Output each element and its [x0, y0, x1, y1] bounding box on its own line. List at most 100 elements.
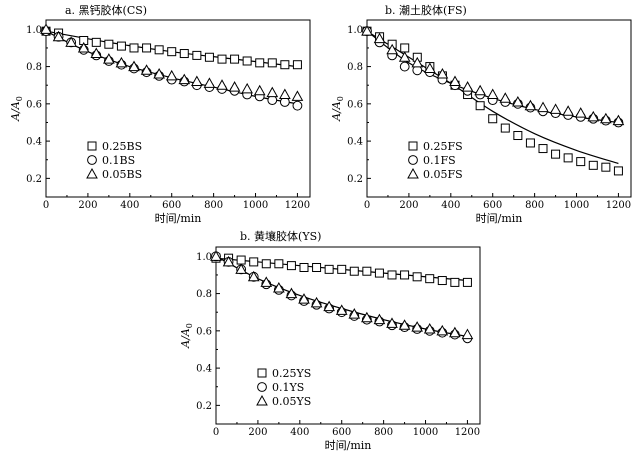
x-tick-label: 600 — [332, 427, 351, 438]
point-0.05FS — [386, 43, 398, 55]
point-0.05BS — [77, 41, 90, 53]
point-0.05YS — [398, 319, 411, 330]
x-tick-label: 600 — [162, 200, 181, 211]
y-tick-label: 0.2 — [196, 401, 212, 412]
x-tick-label: 200 — [78, 200, 97, 211]
point-0.25BS — [179, 49, 189, 59]
point-0.25YS — [462, 277, 472, 287]
point-0.05YS — [285, 287, 298, 299]
point-0.05BS — [153, 68, 165, 79]
point-0.25FS — [500, 123, 510, 133]
point-0.05FS — [411, 56, 424, 68]
point-0.25FS — [400, 43, 410, 53]
point-0.25FS — [588, 160, 598, 170]
legend-label-0.05YS: 0.05YS — [272, 395, 311, 408]
point-0.25FS — [551, 149, 561, 159]
panel-ys: b. 黄壤胶体(YS) 0 200 400 600 800 1000 12000.20.40… — [179, 229, 481, 452]
y-axis-label-main: A/A — [179, 328, 192, 349]
y-tick-label: 0.8 — [26, 62, 42, 73]
x-axis-label: 时间/min — [325, 439, 372, 452]
x-tick-label: 800 — [204, 200, 223, 211]
x-axis-label: 时间/min — [476, 212, 523, 225]
point-0.05BS — [279, 88, 291, 100]
y-tick-label: 1.0 — [196, 252, 212, 263]
point-0.05FS — [600, 112, 612, 124]
y-tick-label: 1.0 — [347, 25, 363, 36]
x-tick-label: 400 — [290, 427, 309, 438]
point-0.05YS — [386, 317, 398, 328]
point-0.05FS — [562, 105, 574, 116]
panel-fs-plot: 0 200 400 600 800 1000 1200 0.2 0.4 0.6 0.8 1.0 时间/m… — [330, 19, 632, 225]
legend-marker-0.05FS — [407, 167, 419, 179]
point-0.05FS — [537, 101, 549, 113]
x-tick-label: 0 — [364, 200, 370, 211]
point-0.05YS — [423, 322, 436, 334]
legend-label-0.1FS: 0.1FS — [423, 154, 456, 167]
point-0.05YS — [449, 326, 461, 338]
point-0.25YS — [312, 262, 322, 272]
point-0.05BS — [203, 77, 216, 88]
point-0.25BS — [204, 52, 214, 62]
point-0.05BS — [40, 23, 52, 34]
point-0.25YS — [412, 272, 422, 282]
point-0.05BS — [241, 82, 253, 94]
point-0.25FS — [563, 153, 573, 163]
x-tick-label: 0 — [43, 200, 49, 211]
x-tick-label: 1200 — [606, 200, 631, 211]
point-0.05FS — [461, 81, 474, 92]
x-tick-label: 800 — [374, 427, 393, 438]
point-0.25FS — [576, 157, 586, 167]
x-tick-label: 400 — [441, 200, 460, 211]
x-tick-label: 800 — [525, 200, 544, 211]
point-0.05BS — [65, 36, 77, 47]
y-tick-label: 0.8 — [347, 62, 363, 73]
point-0.05YS — [310, 296, 323, 308]
y-tick-label: 0.2 — [347, 174, 363, 185]
y-tick-label: 0.8 — [196, 289, 212, 300]
legend-label-0.25BS: 0.25BS — [102, 140, 142, 153]
point-0.25FS — [613, 166, 623, 176]
plot-frame — [366, 19, 632, 198]
point-0.05YS — [222, 255, 235, 267]
point-0.25BS — [267, 58, 277, 68]
point-0.05YS — [436, 324, 449, 336]
point-0.25YS — [274, 259, 284, 269]
point-0.05BS — [128, 60, 140, 72]
point-0.05YS — [260, 276, 273, 287]
point-0.05FS — [424, 62, 436, 73]
x-tick-label: 400 — [120, 200, 139, 211]
point-0.05FS — [499, 92, 512, 103]
plot-frame — [215, 246, 481, 425]
y-tick-label: 0.6 — [26, 99, 42, 110]
point-0.05FS — [474, 84, 486, 96]
point-0.25BS — [167, 47, 177, 57]
point-0.25YS — [425, 274, 435, 284]
panel-cs-plot: 0 200 400 600 800 1000 1200 0.2 0.4 0.6 0.8 1.0 时间/m… — [9, 19, 311, 225]
legend-marker-0.05YS — [256, 394, 268, 406]
x-tick-label: 1000 — [243, 200, 268, 211]
point-0.05BS — [165, 69, 178, 81]
y-axis-label-sub: 0 — [336, 96, 345, 101]
point-0.25BS — [129, 43, 139, 53]
legend-label-0.05BS: 0.05BS — [102, 168, 142, 181]
legend-label-0.1YS: 0.1YS — [272, 381, 304, 394]
point-0.05BS — [103, 53, 115, 64]
point-0.25FS — [538, 144, 548, 154]
y-axis-label-main: A/A — [330, 101, 343, 122]
x-tick-label: 1200 — [285, 200, 310, 211]
point-0.05YS — [210, 250, 222, 261]
panel-ys-plot: 0 200 400 600 800 1000 1200 0.2 0.4 0.6 0.8 1.0 时间/m… — [179, 246, 481, 452]
point-0.05YS — [298, 293, 310, 304]
point-0.25FS — [488, 114, 498, 124]
point-0.05BS — [178, 73, 191, 85]
y-tick-label: 0.4 — [26, 137, 42, 148]
point-0.05FS — [436, 68, 449, 79]
point-0.05FS — [512, 95, 524, 107]
point-0.25YS — [286, 261, 296, 271]
point-0.05YS — [361, 311, 373, 323]
point-0.05YS — [235, 263, 247, 274]
point-0.25YS — [337, 264, 347, 274]
point-0.05BS — [253, 84, 266, 96]
point-0.05YS — [461, 328, 474, 340]
